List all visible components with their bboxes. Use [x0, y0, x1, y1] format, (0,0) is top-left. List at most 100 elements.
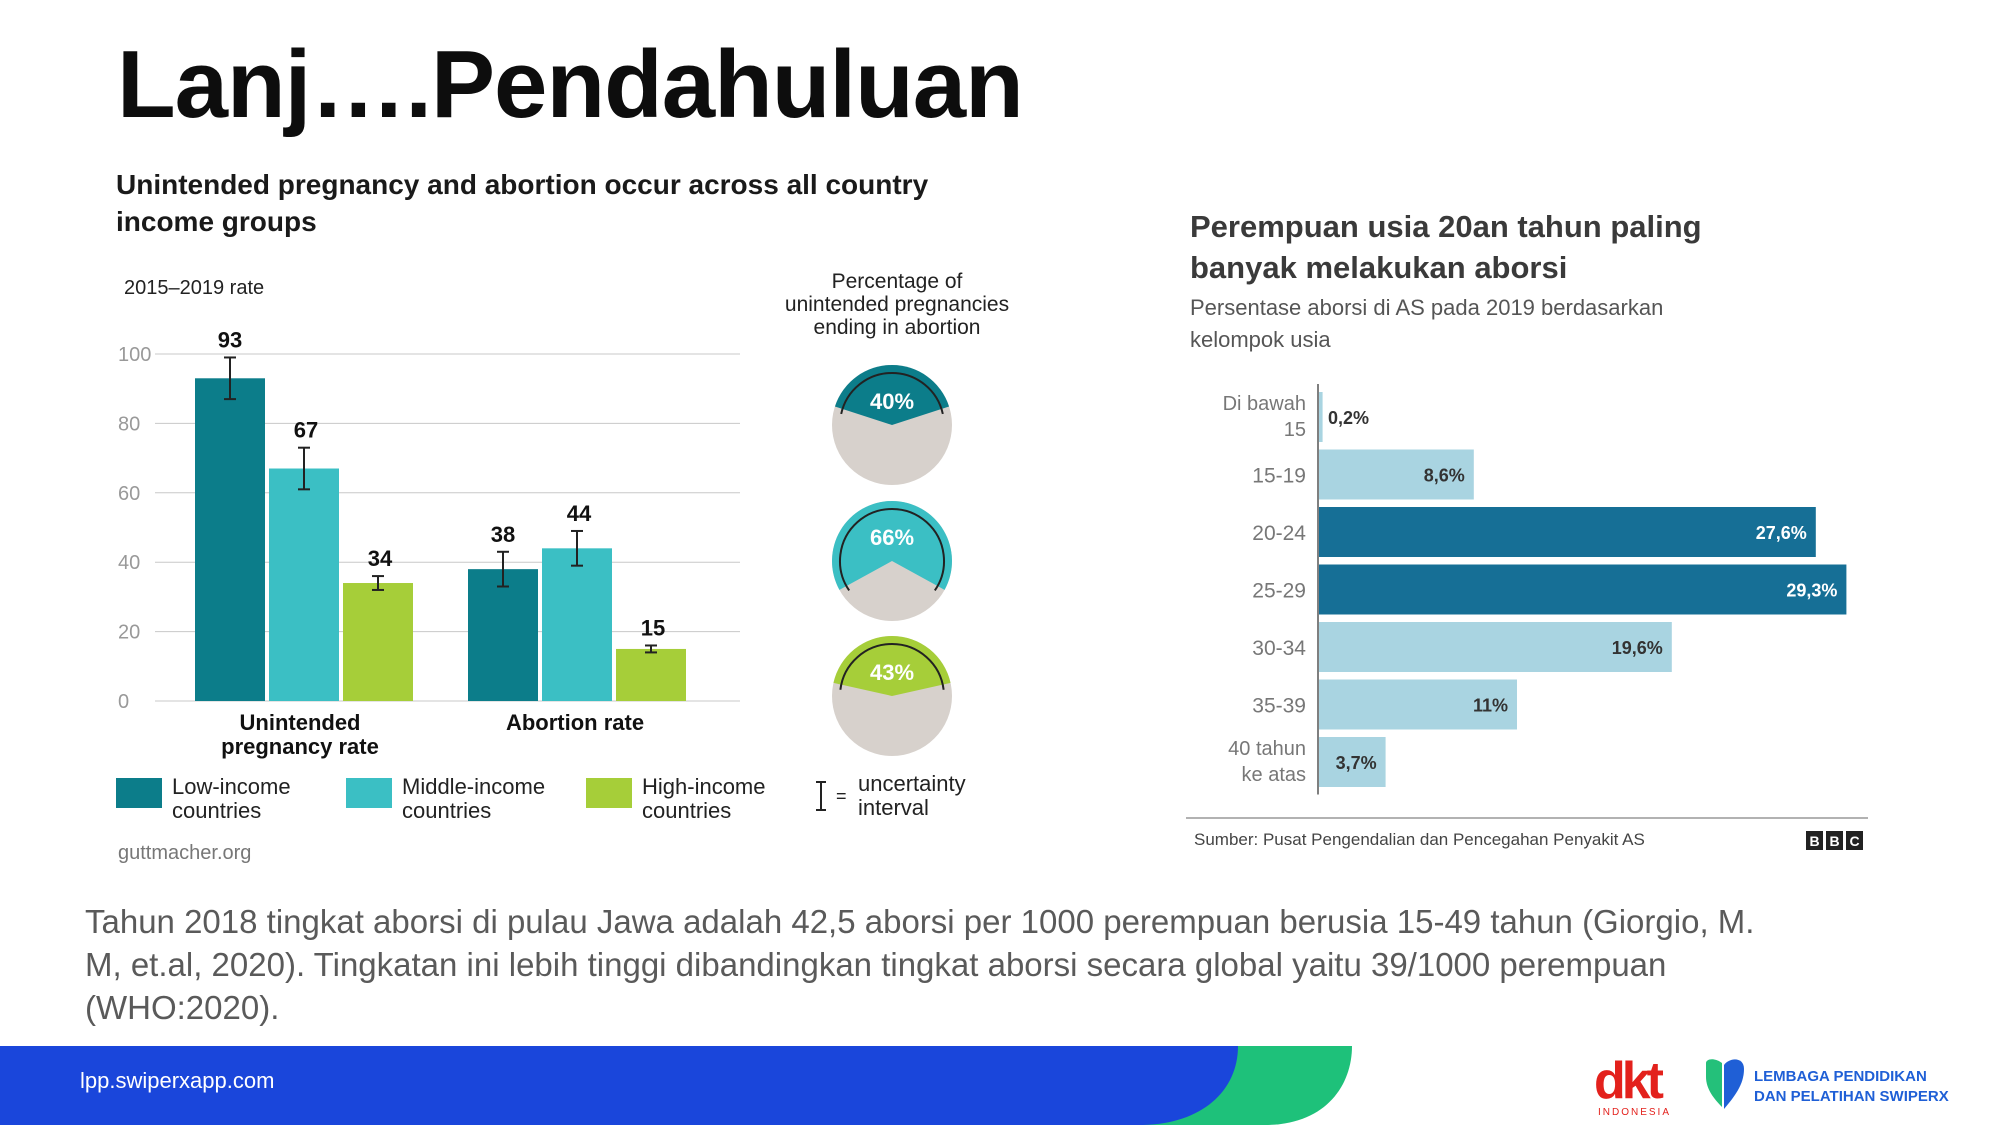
- y-tick-label: 100: [118, 344, 151, 366]
- dkt-logo-sub: INDONESIA: [1598, 1107, 1671, 1118]
- bars: 93 67 34 38 44 15: [195, 327, 686, 701]
- bar: [269, 468, 339, 701]
- data-label: 44: [567, 501, 592, 526]
- category-label: ke atas: [1242, 764, 1306, 786]
- legend-label: interval: [858, 795, 929, 820]
- legend-label: =: [836, 786, 847, 806]
- footer-url-link[interactable]: lpp.swiperxapp.com: [80, 1068, 275, 1093]
- bar: [195, 378, 265, 701]
- category-label: 30-34: [1252, 637, 1306, 660]
- legend-label: High-income: [642, 774, 766, 799]
- bar: [542, 548, 612, 701]
- bbc-logo-letter: B: [1809, 833, 1819, 849]
- data-label: 15: [641, 615, 665, 640]
- side-panel-title-line3: ending in abortion: [814, 316, 981, 339]
- source-label: guttmacher.org: [118, 842, 251, 864]
- category-label: 20-24: [1252, 522, 1306, 545]
- data-label: 38: [491, 522, 515, 547]
- legend-label: Middle-income: [402, 774, 545, 799]
- y-tick-label: 80: [118, 413, 140, 435]
- side-panel-title-line1: Percentage of: [832, 270, 963, 293]
- bar: [1319, 737, 1386, 787]
- data-label: 8,6%: [1424, 466, 1465, 486]
- guttmacher-chart: Unintended pregnancy and abortion occur …: [116, 169, 1009, 864]
- side-panel: Percentage of unintended pregnancies end…: [785, 270, 1009, 756]
- legend-swatch: [346, 778, 392, 808]
- bbc-logo-block: [1826, 831, 1843, 850]
- category-label: Di bawah: [1223, 393, 1306, 415]
- lpp-heart-icon: [1706, 1059, 1722, 1107]
- footer-blue-wave: [0, 1046, 1238, 1125]
- uncertainty-icon: [816, 781, 826, 811]
- category-label: 35-39: [1252, 695, 1306, 718]
- legend-label: countries: [402, 798, 491, 823]
- gauge-interval: [840, 372, 944, 415]
- legend-label: countries: [642, 798, 731, 823]
- bar: [1319, 392, 1323, 442]
- gauge-fill: [833, 636, 951, 696]
- category-label: 25-29: [1252, 580, 1306, 603]
- bar: [468, 569, 538, 701]
- y-tick-label: 0: [118, 691, 129, 713]
- category-label: pregnancy rate: [221, 734, 379, 759]
- dkt-logo: dkt INDONESIA: [1594, 1052, 1671, 1118]
- y-axis-label: 2015–2019 rate: [124, 277, 264, 299]
- right-chart-title-line1: Perempuan usia 20an tahun paling: [1190, 209, 1702, 244]
- right-chart-subtitle-line1: Persentase aborsi di AS pada 2019 berdas…: [1190, 295, 1663, 320]
- left-chart-title-line2: income groups: [116, 206, 317, 237]
- bar: [343, 583, 413, 701]
- footer-band: [0, 1046, 1352, 1125]
- bar: [1319, 564, 1847, 615]
- y-tick-label: 60: [118, 483, 140, 505]
- right-chart-title-line2: banyak melakukan aborsi: [1190, 250, 1567, 285]
- bar: [1319, 622, 1672, 672]
- data-label: 19,6%: [1612, 638, 1663, 658]
- data-label: 34: [368, 546, 393, 571]
- gauge-interval: [839, 642, 945, 690]
- gauge-label: 66%: [870, 525, 914, 550]
- category-label: Unintended: [240, 710, 361, 735]
- category-label: 15: [1284, 419, 1306, 441]
- gauge-fill: [834, 364, 950, 425]
- category-label: 40 tahun: [1228, 738, 1306, 760]
- dkt-logo-mark: dkt: [1594, 1052, 1664, 1110]
- data-label: 67: [294, 418, 318, 443]
- gauge-interval: [839, 508, 945, 592]
- right-chart-subtitle-line2: kelompok usia: [1190, 327, 1331, 352]
- lpp-heart-right: [1724, 1059, 1744, 1109]
- lpp-logo-line1: LEMBAGA PENDIDIKAN: [1754, 1068, 1927, 1085]
- bar: [1319, 679, 1517, 730]
- bars: Di bawah 15 0,2% 15-19 8,6% 20-24 27,6% 25-29 29…: [1223, 384, 1847, 795]
- lpp-logo-line2: DAN PELATIHAN SWIPERX: [1754, 1088, 1949, 1105]
- data-label: 27,6%: [1756, 523, 1807, 543]
- page-title: Lanj….Pendahuluan: [117, 31, 1024, 138]
- legend-swatch: [116, 778, 162, 808]
- data-label: 0,2%: [1328, 408, 1369, 428]
- category-label: 15-19: [1252, 465, 1306, 488]
- left-chart-title-line1: Unintended pregnancy and abortion occur …: [116, 169, 929, 200]
- bar: [1319, 449, 1474, 500]
- data-label: 93: [218, 327, 242, 352]
- lpp-swiperx-logo: LEMBAGA PENDIDIKAN DAN PELATIHAN SWIPERX: [1706, 1059, 1949, 1109]
- gauge-fill: [832, 501, 953, 590]
- bbc-logo-block: [1846, 831, 1863, 850]
- bbc-logo-letter: C: [1849, 833, 1859, 849]
- bbc-age-chart: Perempuan usia 20an tahun paling banyak …: [1186, 209, 1868, 850]
- legend-label: countries: [172, 798, 261, 823]
- y-tick-label: 20: [118, 622, 140, 644]
- data-label: 29,3%: [1786, 581, 1837, 601]
- gauge-label: 43%: [870, 660, 914, 685]
- bar: [616, 648, 686, 701]
- side-panel-title-line2: unintended pregnancies: [785, 293, 1009, 316]
- body-paragraph: Tahun 2018 tingkat aborsi di pulau Jawa …: [85, 903, 1755, 1026]
- source-label: Sumber: Pusat Pengendalian dan Pencegaha…: [1194, 830, 1645, 849]
- gauge-label: 40%: [870, 389, 914, 414]
- data-label: 11%: [1473, 696, 1508, 716]
- legend-swatch: [586, 778, 632, 808]
- bbc-logo-block: [1806, 831, 1823, 850]
- bbc-logo-letter: B: [1829, 833, 1839, 849]
- legend-label: Low-income: [172, 774, 291, 799]
- legend: Low-incomecountriesMiddle-incomecountrie…: [116, 771, 966, 823]
